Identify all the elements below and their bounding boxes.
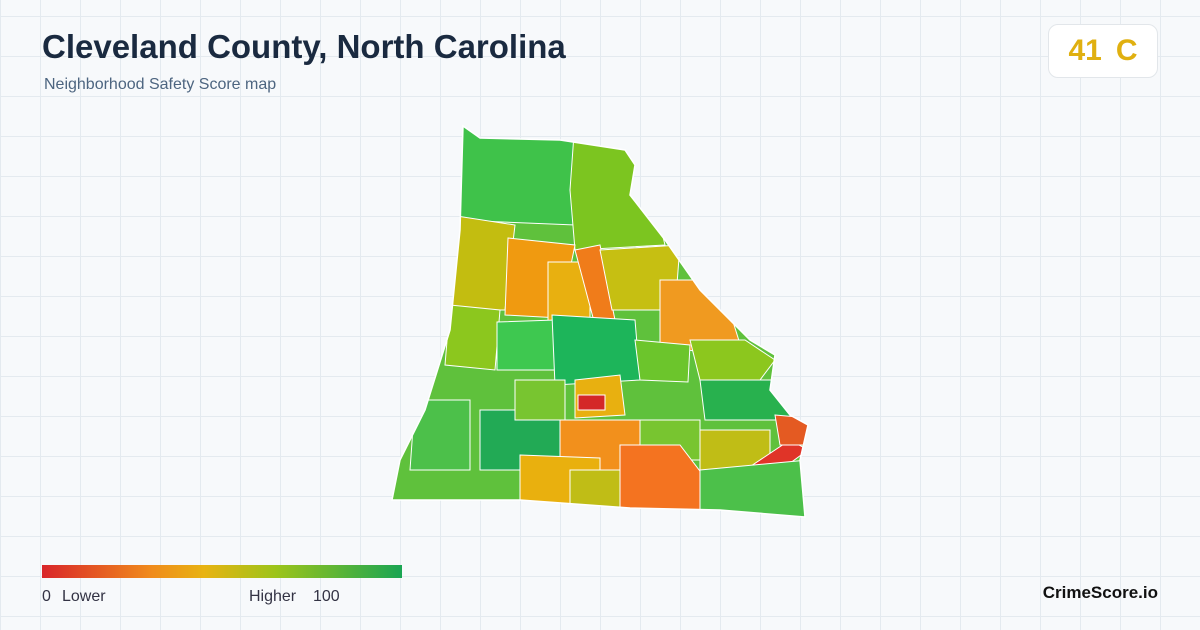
title: Cleveland County, North Carolina xyxy=(42,28,566,65)
score-badge: 41 C xyxy=(1048,24,1158,78)
subtitle: Neighborhood Safety Score map xyxy=(44,76,277,93)
legend-max: 100 xyxy=(313,588,340,605)
legend-max-label: Higher xyxy=(249,588,297,605)
legend-min: 0 xyxy=(42,588,51,605)
legend-min-label: Lower xyxy=(62,588,106,605)
brand: CrimeScore.io xyxy=(1042,583,1158,602)
legend-gradient xyxy=(42,565,402,578)
score-grade: C xyxy=(1115,34,1138,67)
score-value: 41 xyxy=(1068,34,1102,67)
regions xyxy=(392,126,808,517)
county-outline xyxy=(391,124,809,518)
